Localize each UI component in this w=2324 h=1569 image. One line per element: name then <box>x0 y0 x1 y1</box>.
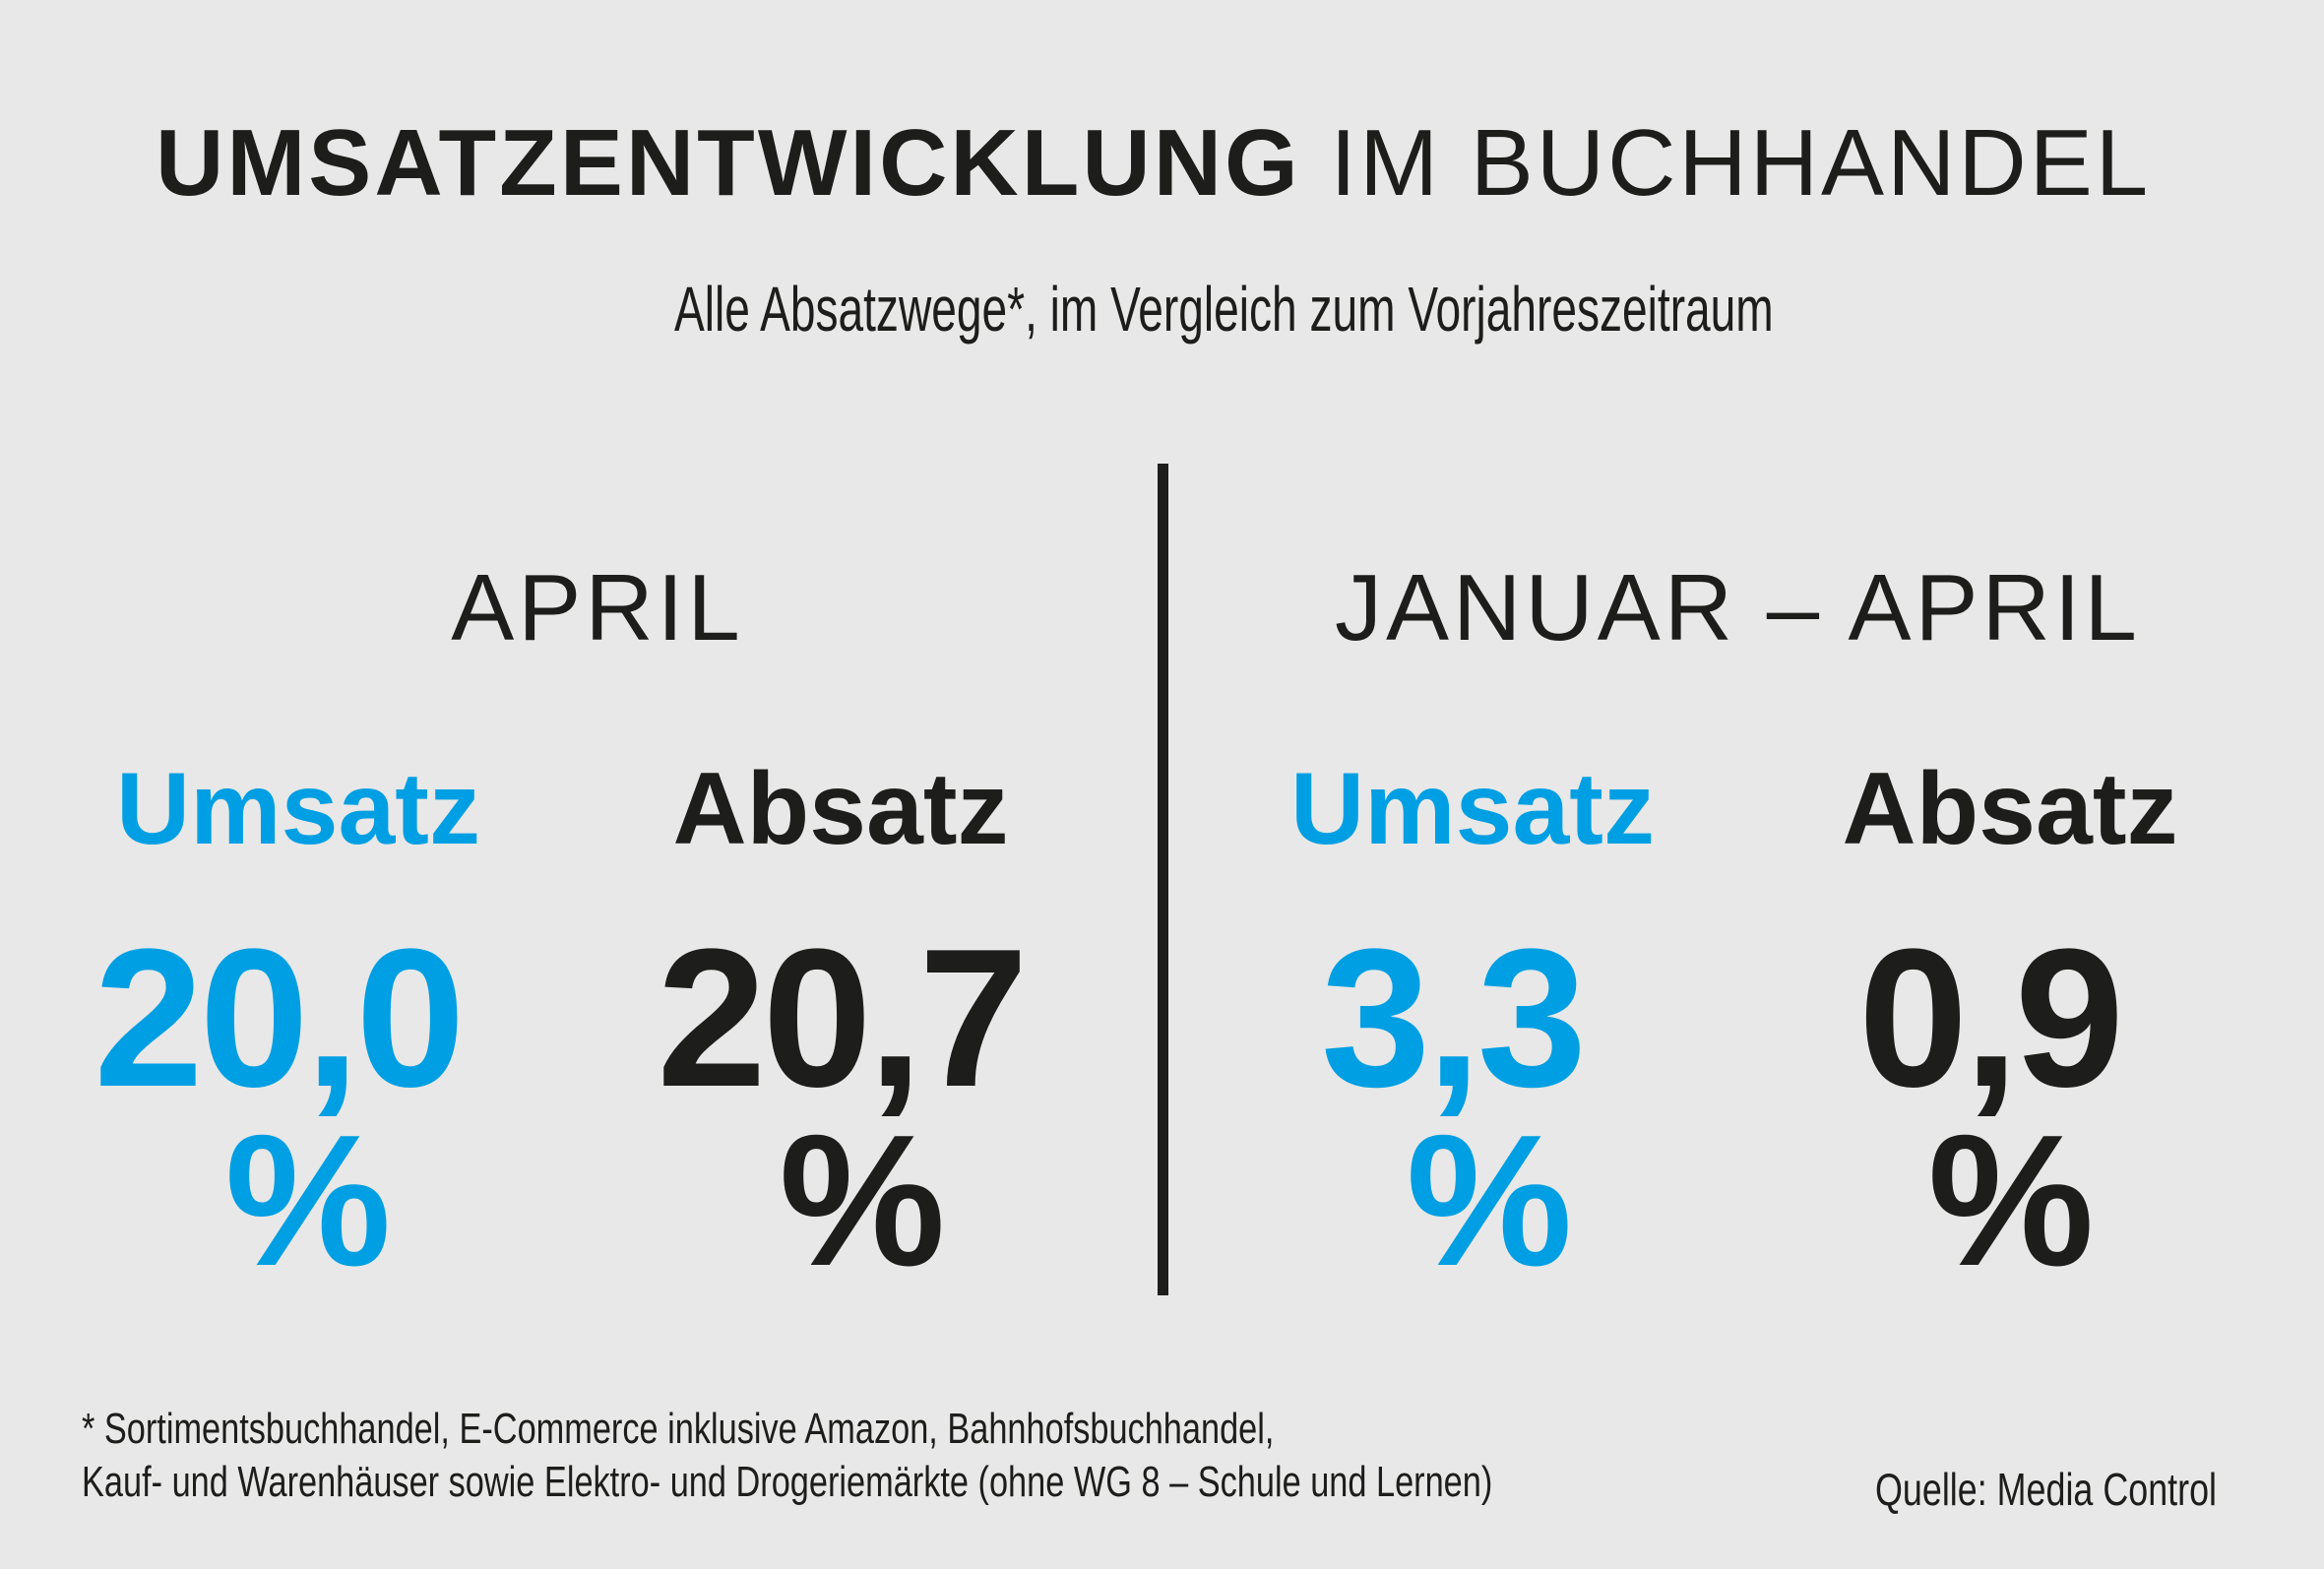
april-umsatz-value: 20,0 <box>94 909 465 1128</box>
april-absatz-label: Absatz <box>672 752 1009 866</box>
title-light: IM BUCHHANDEL <box>1330 110 2152 216</box>
april-umsatz-percent: % <box>224 1097 392 1305</box>
footnote-line-1: * Sortimentsbuchhandel, E-Commerce inklu… <box>82 1405 1275 1453</box>
jan-apr-umsatz-value: 3,3 <box>1320 909 1587 1128</box>
page-title: UMSATZENTWICKLUNG IM BUCHHANDEL <box>156 116 2151 211</box>
jan-apr-absatz-percent: % <box>1927 1097 2095 1305</box>
source-note: Quelle: Media Control <box>1875 1464 2218 1515</box>
title-bold: UMSATZENTWICKLUNG <box>156 110 1301 216</box>
period-april-heading: APRIL <box>451 555 744 660</box>
period-jan-apr-heading: JANUAR – APRIL <box>1335 555 2141 660</box>
jan-apr-umsatz-percent: % <box>1406 1097 1573 1305</box>
jan-apr-absatz-label: Absatz <box>1842 752 2178 866</box>
april-absatz-percent: % <box>779 1097 946 1305</box>
divider <box>1158 464 1168 1295</box>
jan-apr-absatz-value: 0,9 <box>1857 909 2124 1128</box>
subtitle: Alle Absatzwege*, im Vergleich zum Vorja… <box>674 274 1774 345</box>
footnote-line-2: Kauf- und Warenhäuser sowie Elektro- und… <box>82 1458 1493 1506</box>
april-absatz-value: 20,7 <box>657 909 1028 1128</box>
jan-apr-umsatz-label: Umsatz <box>1290 752 1655 866</box>
april-umsatz-label: Umsatz <box>116 752 480 866</box>
